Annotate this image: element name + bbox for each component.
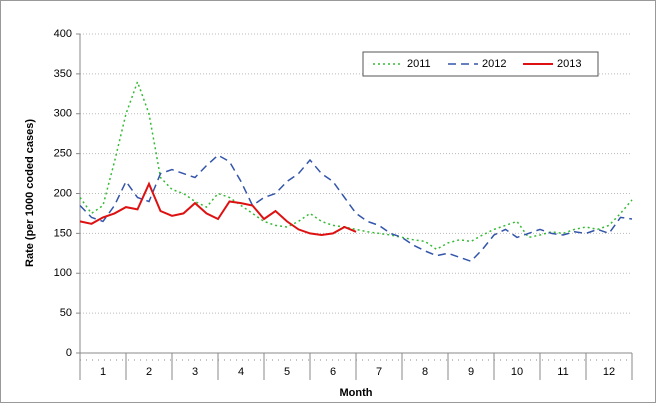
x-tick-label: 9: [468, 366, 474, 378]
x-tick-label: 12: [603, 366, 615, 378]
legend-label: 2013: [557, 58, 581, 70]
x-tick-label: 1: [100, 366, 106, 378]
y-tick-label: 50: [60, 307, 72, 319]
y-tick-label: 300: [54, 108, 72, 120]
y-tick-label: 150: [54, 227, 72, 239]
x-tick-label: 10: [511, 366, 523, 378]
x-tick-label: 8: [422, 366, 428, 378]
x-tick-label: 4: [238, 366, 244, 378]
x-tick-label: 5: [284, 366, 290, 378]
y-tick-label: 400: [54, 28, 72, 40]
x-tick-label: 7: [376, 366, 382, 378]
x-axis-label: Month: [340, 387, 373, 399]
x-tick-label: 2: [146, 366, 152, 378]
y-tick-label: 350: [54, 68, 72, 80]
x-tick-label: 3: [192, 366, 198, 378]
series-line: [79, 79, 633, 251]
y-tick-label: 250: [54, 148, 72, 160]
x-tick-label: 6: [330, 366, 336, 378]
y-tick-label: 200: [54, 187, 72, 199]
legend-box: [362, 51, 599, 77]
series-line: [79, 181, 357, 237]
legend-label: 2012: [482, 58, 506, 70]
y-axis-label: Rate (per 1000 coded cases): [24, 119, 36, 267]
y-tick-label: 0: [66, 347, 72, 359]
legend-label: 2011: [407, 58, 431, 70]
series-line: [79, 154, 633, 263]
x-tick-label: 11: [557, 366, 568, 378]
y-tick-label: 100: [54, 267, 72, 279]
